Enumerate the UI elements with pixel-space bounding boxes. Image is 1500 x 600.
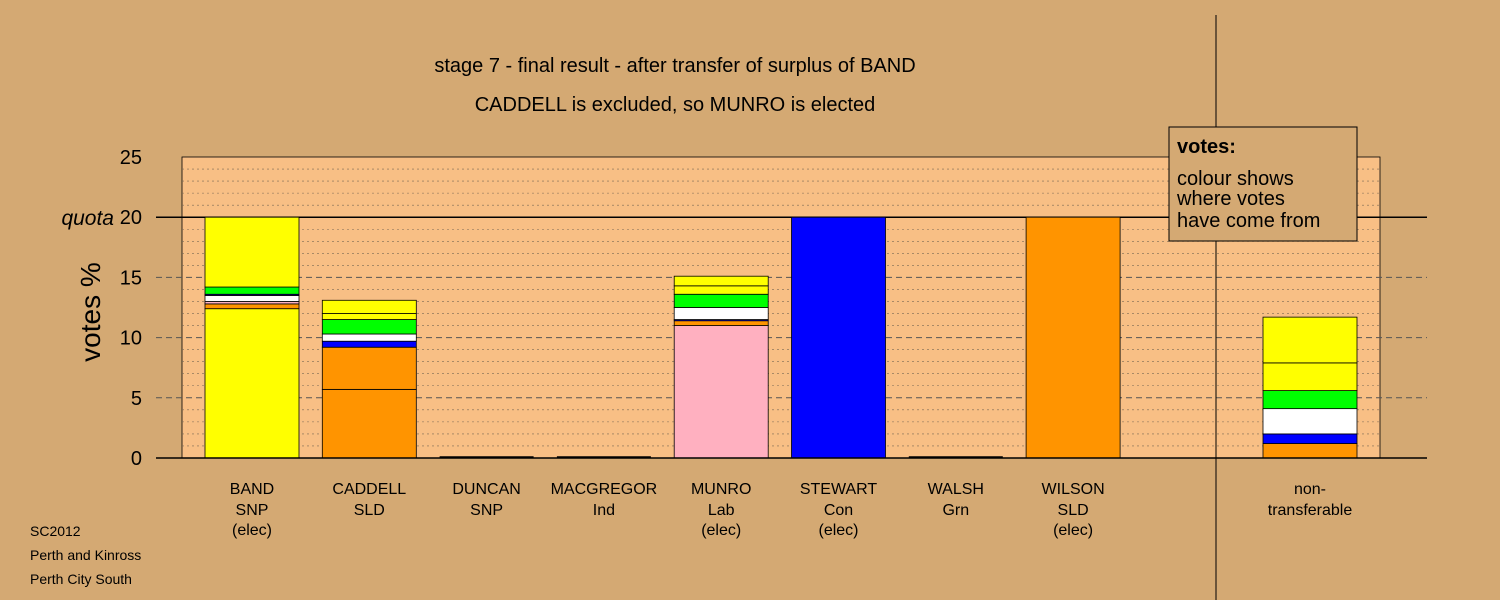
candidate-party-caddell: SLD: [354, 502, 385, 519]
candidate-status-band: (elec): [232, 522, 272, 539]
bar-segment-nontransferable: [1262, 390, 1358, 410]
y-tick-label: 25: [120, 147, 142, 169]
legend-line-1: colour shows: [1177, 168, 1294, 190]
y-tick-label: 20: [120, 207, 142, 229]
bar-segment-nontransferable: [1262, 443, 1358, 459]
bar-segment-munro: [673, 325, 769, 459]
candidate-name-caddell: CADDELL: [332, 481, 406, 498]
source-line-2: Perth and Kinross: [30, 547, 141, 563]
candidate-party-wilson: SLD: [1058, 502, 1089, 519]
legend-heading: votes:: [1177, 136, 1236, 158]
y-tick-label: 5: [131, 388, 142, 410]
source-info: SC2012 Perth and Kinross Perth City Sout…: [30, 523, 141, 587]
bar-segment-caddell: [321, 333, 417, 342]
legend-background: [1168, 126, 1358, 242]
y-tick-label: 10: [120, 328, 142, 350]
bar-segment-band: [204, 295, 300, 302]
legend-line-2: where votes: [1176, 188, 1285, 210]
nontransferable-label-1: non-: [1294, 481, 1326, 498]
source-line-3: Perth City South: [30, 571, 132, 587]
nontransferable-label-2: transferable: [1268, 502, 1353, 519]
source-line-1: SC2012: [30, 523, 81, 539]
bar-segment-munro: [673, 320, 769, 326]
candidate-name-macgregor: MACGREGOR: [551, 481, 658, 498]
y-axis-label: votes %: [75, 262, 106, 362]
candidate-party-stewart: Con: [824, 502, 853, 519]
bars: [204, 216, 1358, 459]
bar-segment-stewart: [791, 216, 886, 459]
candidate-party-duncan: SNP: [470, 502, 503, 519]
candidate-status-stewart: (elec): [818, 522, 858, 539]
legend-line-3: have come from: [1177, 210, 1320, 232]
bar-segment-band: [204, 308, 300, 459]
chart-subtitle: CADDELL is excluded, so MUNRO is elected: [475, 94, 876, 116]
quota-label: quota: [61, 207, 114, 230]
bar-segment-caddell: [321, 299, 417, 314]
bar-segment-caddell: [321, 313, 417, 320]
candidate-status-munro: (elec): [701, 522, 741, 539]
chart-title: stage 7 - final result - after transfer …: [434, 55, 915, 77]
y-tick-label: 15: [120, 267, 142, 289]
bar-segment-wilson: [1025, 216, 1121, 459]
y-tick-labels: 0 5 10 15 20 25: [120, 147, 142, 470]
bar-segment-band: [204, 216, 300, 288]
bar-segment-nontransferable: [1262, 316, 1358, 364]
bar-segment-nontransferable: [1262, 433, 1358, 444]
candidate-party-band: SNP: [236, 502, 269, 519]
candidate-name-wilson: WILSON: [1042, 481, 1105, 498]
candidate-party-macgregor: Ind: [593, 502, 615, 519]
bar-segment-munro: [673, 275, 769, 287]
candidate-labels: BAND SNP (elec) CADDELL SLD DUNCAN SNP MACGREGO…: [230, 481, 1353, 539]
candidate-name-walsh: WALSH: [928, 481, 984, 498]
bar-segment-caddell: [321, 340, 417, 348]
candidate-party-walsh: Grn: [942, 502, 969, 519]
bar-segment-band: [204, 303, 300, 310]
candidate-name-band: BAND: [230, 481, 274, 498]
candidate-party-munro: Lab: [708, 502, 735, 519]
bar-segment-munro: [673, 307, 769, 320]
bar-segment-munro: [673, 285, 769, 295]
bar-segment-caddell: [321, 388, 417, 459]
candidate-name-stewart: STEWART: [800, 481, 878, 498]
legend-box: votes: colour shows where votes have com…: [1168, 126, 1358, 242]
bar-segment-caddell: [321, 346, 417, 390]
bar-segment-munro: [673, 293, 769, 308]
bar-segment-nontransferable: [1262, 362, 1358, 391]
candidate-status-wilson: (elec): [1053, 522, 1093, 539]
bar-segment-nontransferable: [1262, 408, 1358, 435]
bar-segment-caddell: [321, 319, 417, 335]
y-tick-label: 0: [131, 448, 142, 470]
bar-segment-band: [204, 286, 300, 295]
candidate-name-munro: MUNRO: [691, 481, 751, 498]
candidate-name-duncan: DUNCAN: [452, 481, 520, 498]
